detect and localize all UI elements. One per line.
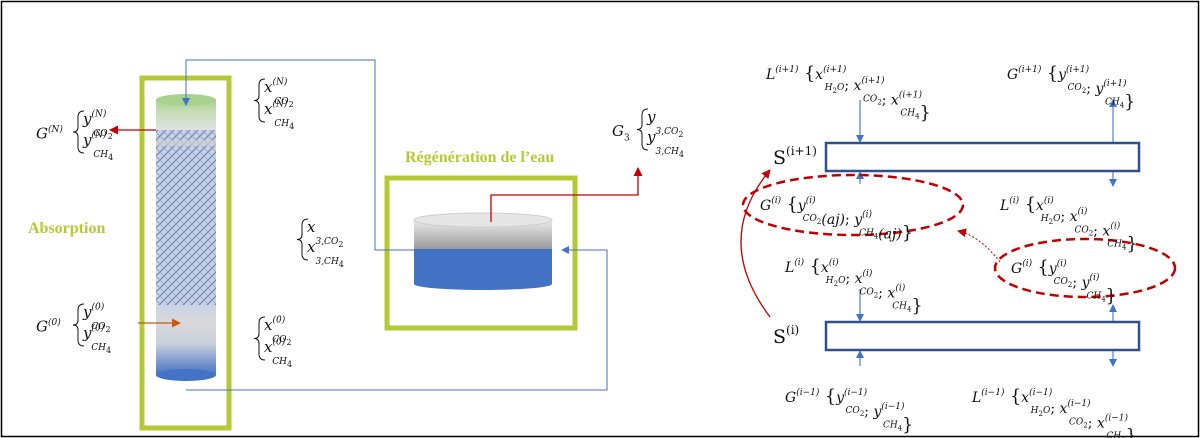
svg-text:y(N)CO2: y(N) CO2 bbox=[82, 109, 113, 142]
svg-text:x3,CO2: x3,CO2 bbox=[307, 218, 343, 249]
svg-text:x(N)CO2: x(N) CO2 bbox=[264, 77, 294, 110]
svg-text:x3,CH4: x3,CH4 bbox=[307, 238, 344, 269]
stage-box-bottom bbox=[824, 320, 1141, 352]
regeneration-frame bbox=[384, 175, 578, 331]
adjusted-gas-label: G(i) {y(i) CO2(aj); y(i) CH4(aj)} bbox=[760, 195, 913, 243]
stage-label-top: S(i+1) bbox=[773, 144, 817, 169]
svg-text:y(0)CO2: y(0) CO2 bbox=[82, 302, 111, 335]
svg-text:L(i) {x(i)H2O; x(i)CO2; x(i)CH: L(i) {x(i) H2O; x(i) CO2; x(i) CH4} bbox=[784, 257, 923, 317]
liquid-in-label-top: L(i+1) {x(i+1) H2O; x(i+1) CO2; x(i+1) CH4} bbox=[765, 64, 931, 124]
regeneration-label: Régénération de l’eau bbox=[405, 149, 554, 166]
svg-text:G(i+1) {y(i+1)CO2; y(i+1)CH4}: G(i+1) {y(i+1) CO2; y(i+1) CH4} bbox=[1007, 64, 1135, 112]
gas-out-label-top: G(i+1) {y(i+1) CO2; y(i+1) CH4} bbox=[1007, 64, 1135, 112]
svg-text:L(i) {x(i)H2O; x(i)CO2; x(i)CH: L(i) {x(i) H2O; x(i) CO2; x(i) CH4} bbox=[999, 195, 1138, 255]
svg-text:y3,CO2: y3,CO2 bbox=[646, 108, 683, 139]
svg-text:y3,CH4: y3,CH4 bbox=[646, 128, 684, 159]
gas-label-mid: G(i) {y(i) CO2; y(i) CH4} bbox=[1011, 258, 1117, 306]
gas-in-label-bottom: G(i−1) {y(i−1) CO2; y(i−1) CH4} bbox=[785, 387, 913, 435]
svg-text:G3: G3 bbox=[612, 122, 630, 144]
recycle-arrow bbox=[740, 169, 771, 318]
adjusted-gas-ellipse bbox=[741, 173, 965, 237]
liquid-out-label-mid: L(i) {x(i) H2O; x(i) CO2; x(i) CH4} bbox=[999, 195, 1138, 255]
stage-label-bottom: S(i) bbox=[773, 323, 799, 348]
absorption-column bbox=[156, 94, 216, 381]
liquid-in-label-mid: L(i) {x(i) H2O; x(i) CO2; x(i) CH4} bbox=[784, 257, 923, 317]
svg-text:y(N)CH4: y(N) CH4 bbox=[82, 130, 113, 163]
liquid-loop bbox=[182, 59, 608, 391]
liquid-out-label-bottom: L(i−1) {x(i−1)H2O; x(i−1)CO2; x(i−1)CH4} bbox=[971, 387, 1137, 438]
svg-text:G(i−1) {y(i−1)CO2; y(i−1)CH4}: G(i−1) {y(i−1) CO2; y(i−1) CH4} bbox=[785, 387, 913, 435]
svg-text:L(i+1) {x(i+1)H2O; x(i+1)CO2;: L(i+1) {x(i+1) H2O; x(i+1) CO2; x(i+1) CH4} bbox=[765, 64, 931, 124]
gas-out-arrow-tank bbox=[490, 167, 643, 222]
svg-text:G(i) {y(i)CO2; y(i)CH4}: G(i) {y(i) CO2; y(i) CH4} bbox=[1011, 258, 1117, 306]
svg-text:x(N)CH4: x(N) CH4 bbox=[264, 99, 294, 132]
stage-box-top bbox=[824, 141, 1141, 173]
svg-text:y(0)CH4: y(0) CH4 bbox=[82, 323, 111, 356]
regeneration-tank bbox=[413, 212, 553, 290]
gas-ellipse bbox=[993, 237, 1177, 299]
svg-text:x(0)CH4: x(0) CH4 bbox=[264, 337, 292, 370]
svg-text:G(0): G(0) bbox=[36, 317, 61, 336]
stage-flow-arrows bbox=[856, 99, 1117, 367]
svg-text:L(i−1) {x(i−1)H2O; x(i−1)CO2;: L(i−1) {x(i−1)H2O; x(i−1)CO2; x(i−1)CH4} bbox=[971, 387, 1137, 438]
absorption-label: Absorption bbox=[28, 220, 105, 237]
svg-text:x(0)CO2: x(0) CO2 bbox=[264, 315, 292, 348]
svg-text:G(i) {y(i)CO2(aj); y(i)CH4(aj): G(i) {y(i) CO2(aj); y(i) CH4(aj)} bbox=[760, 195, 913, 243]
adjust-dotted-arrow bbox=[957, 228, 1001, 263]
svg-text:G(N): G(N) bbox=[36, 124, 63, 143]
